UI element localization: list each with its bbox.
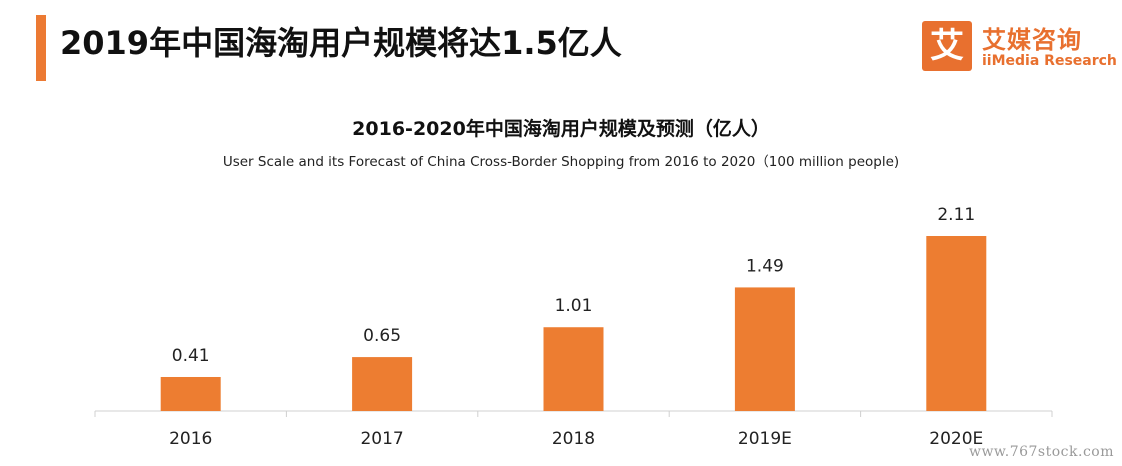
value-label: 1.49 <box>746 256 784 276</box>
bar-2016 <box>160 376 221 411</box>
value-label: 0.65 <box>363 326 401 346</box>
value-label: 0.41 <box>172 346 210 366</box>
header-accent-bar <box>36 15 46 81</box>
logo-mark-icon: 艾 <box>922 21 972 71</box>
bars-group <box>160 236 987 411</box>
category-label: 2017 <box>360 429 403 449</box>
x-axis-ticks <box>94 411 1053 417</box>
iimedia-logo: 艾 艾媒咨询 iiMedia Research <box>922 18 1117 74</box>
category-label: 2020E <box>929 429 983 449</box>
category-label: 2016 <box>169 429 212 449</box>
bar-2019e <box>734 287 795 411</box>
value-label: 1.01 <box>555 296 593 316</box>
value-label: 2.11 <box>937 205 975 225</box>
value-labels-group: 0.41 0.65 1.01 1.49 2.11 <box>172 205 975 366</box>
bar-2017 <box>352 357 413 411</box>
watermark: www.767stock.com <box>968 444 1114 460</box>
bar-2018 <box>543 327 604 411</box>
chart-subtitle: User Scale and its Forecast of China Cro… <box>223 154 899 170</box>
logo-name-en: iiMedia Research <box>982 53 1117 69</box>
category-label: 2018 <box>552 429 595 449</box>
page-title: 2019年中国海淘用户规模将达1.5亿人 <box>60 24 622 62</box>
category-label: 2019E <box>738 429 792 449</box>
category-labels-group: 2016 2017 2018 2019E 2020E <box>169 429 983 449</box>
chart-title: 2016-2020年中国海淘用户规模及预测（亿人） <box>352 117 770 140</box>
bar-2020e <box>926 236 987 411</box>
logo-name-cn: 艾媒咨询 <box>982 26 1082 54</box>
